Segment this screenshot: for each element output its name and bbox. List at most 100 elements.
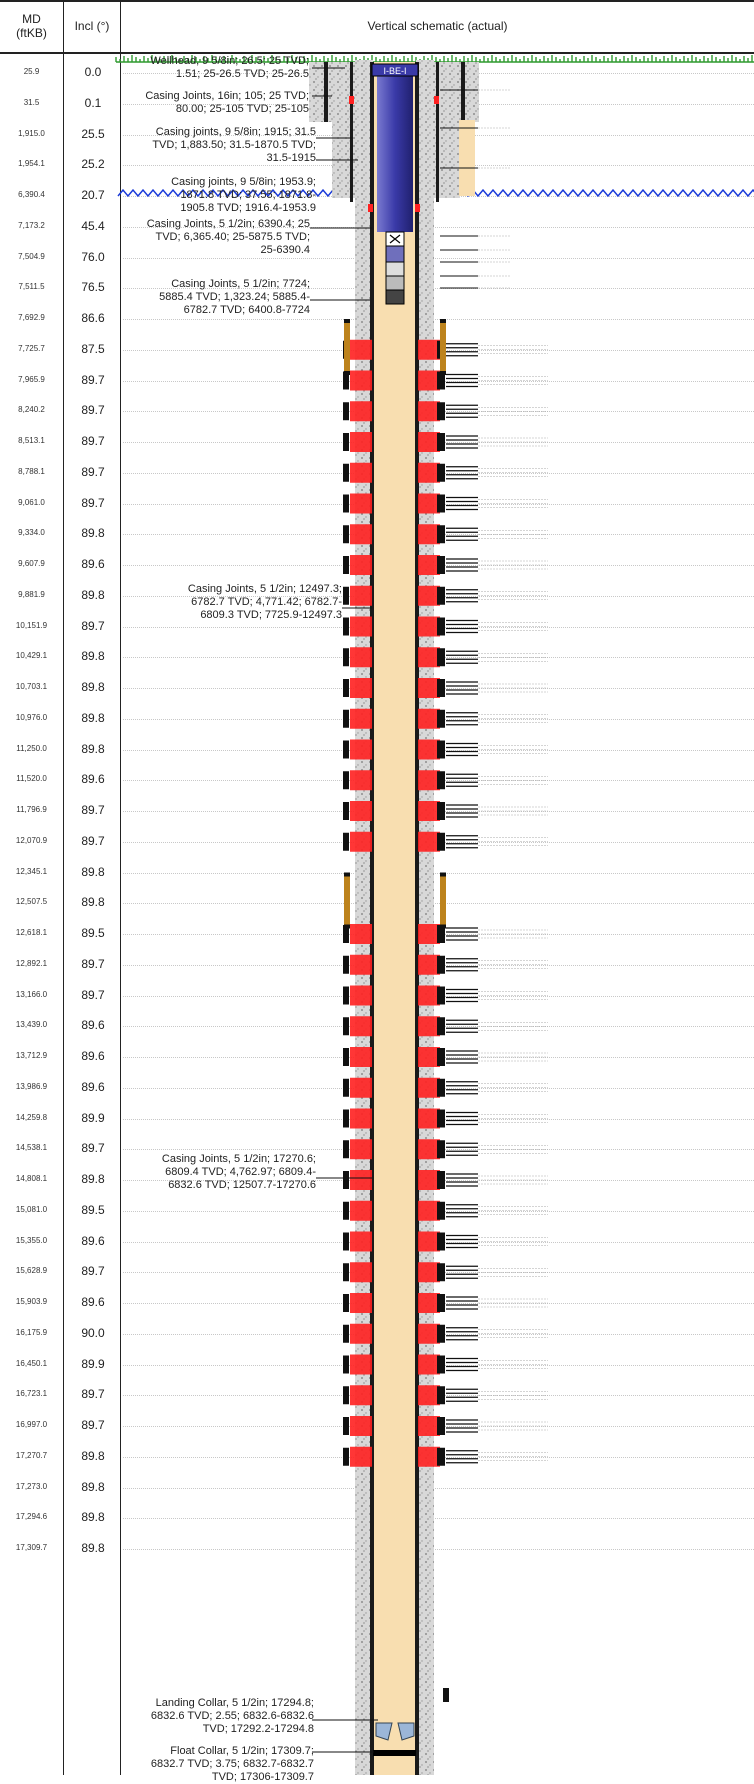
- incl-value: 89.8: [81, 895, 105, 910]
- md-value: 13,986.9: [15, 1081, 48, 1091]
- perforation-cluster: [343, 1231, 548, 1252]
- incl-value: 86.6: [81, 311, 105, 325]
- depth-gridline: [123, 1549, 754, 1550]
- md-value: 15,081.0: [15, 1204, 48, 1214]
- incl-value: 89.7: [81, 987, 105, 1002]
- md-value: 12,070.9: [15, 835, 48, 845]
- perforation-cluster: [343, 432, 548, 452]
- swell-packer-element: [344, 876, 350, 925]
- component-label-line: Float Collar, 5 1/2in; 17309.7;: [170, 1745, 314, 1757]
- depth-gridline: [123, 1487, 754, 1489]
- component-label-line: Casing joints, 9 5/8in; 1915; 31.5: [155, 126, 316, 138]
- incl-value: 89.8: [81, 526, 105, 541]
- md-value: 11,520.0: [16, 774, 47, 784]
- casing-shoe-mark: [415, 204, 420, 212]
- perforation-cluster: [343, 647, 548, 668]
- depth-gridline: [123, 903, 754, 905]
- incl-value: 89.8: [81, 649, 105, 664]
- md-value: 8,240.2: [18, 405, 45, 415]
- incl-value: 89.6: [81, 1233, 105, 1248]
- component-label-line: 1871.8 TVD; 37.55; 1871.8-: [180, 189, 316, 201]
- md-value: 9,881.9: [18, 589, 45, 599]
- intermediate-wall-right: [436, 62, 439, 202]
- component-label: Casing joints, 9 5/8in; 1915; 31.5 TVD; 1…: [152, 126, 316, 165]
- casing-shoe-mark: [368, 204, 373, 212]
- incl-value: 89.7: [81, 495, 105, 510]
- perforation-cluster: [343, 708, 548, 729]
- perforation-cluster: [343, 555, 548, 575]
- component-label-line: Landing Collar, 5 1/2in; 17294.8;: [155, 1697, 314, 1709]
- component-label-line: TVD; 17306-17309.7: [211, 1771, 314, 1783]
- perforation-group: [343, 339, 548, 1467]
- wellhead-tubing-hanger: [371, 63, 419, 77]
- component-label: Casing Joints, 16in; 105; 25 TVD; 80.00; …: [145, 90, 309, 116]
- perforation-cluster: [343, 524, 548, 545]
- md-value: 16,175.9: [15, 1327, 48, 1337]
- component-label-line: 6832.6 TVD; 2.55; 6832.6-6832.6: [150, 1710, 314, 1722]
- component-label-line: Wellhead, 9 5/8in; 26.5; 25 TVD;: [150, 55, 309, 67]
- incl-value: 89.6: [81, 1049, 105, 1063]
- incl-value: 89.5: [81, 1202, 105, 1217]
- perforation-cluster: [343, 1047, 548, 1067]
- component-label-line: 6832.6 TVD; 12507.7-17270.6: [168, 1179, 316, 1191]
- wellbore-fill: [373, 62, 416, 1775]
- incl-value: 25.5: [81, 126, 105, 141]
- component-label-line: 6782.7 TVD; 4,771.42; 6782.7-: [191, 596, 342, 608]
- md-value: 7,504.9: [18, 251, 45, 261]
- landing-collar-right: [397, 1722, 415, 1741]
- component-label: Casing Joints, 5 1/2in; 7724; 5885.4 TVD;…: [159, 278, 310, 317]
- perforation-cluster: [343, 585, 548, 606]
- md-value: 31.5: [23, 97, 40, 107]
- incl-value: 89.7: [81, 372, 105, 387]
- incl-column-header: Incl (°): [64, 0, 120, 54]
- incl-value: 89.9: [81, 1110, 105, 1125]
- swell-packer-element: [344, 323, 350, 371]
- incl-value: 89.7: [81, 464, 105, 479]
- depth-gridline: [123, 288, 754, 290]
- casing-shoe-mark: [349, 96, 354, 104]
- intermediate-wall-left: [350, 62, 353, 202]
- perforation-cluster: [343, 1446, 548, 1467]
- md-value: 17,294.6: [15, 1512, 48, 1522]
- perforation-cluster: [343, 462, 548, 483]
- incl-value: 0.0: [84, 65, 102, 79]
- component-label: Landing Collar, 5 1/2in; 17294.8; 6832.6 …: [151, 1697, 314, 1736]
- md-value: 11,250.0: [16, 743, 47, 753]
- md-value: 16,450.1: [15, 1358, 48, 1368]
- incl-value: 0.1: [84, 95, 102, 110]
- component-label-line: TVD; 1,883.50; 31.5-1870.5 TVD;: [152, 139, 316, 151]
- md-value: 7,173.2: [18, 220, 45, 230]
- perforation-cluster: [343, 985, 548, 1006]
- incl-value: 89.6: [81, 1295, 105, 1309]
- component-label: Casing Joints, 5 1/2in; 6390.4; 25 TVD; 6…: [147, 218, 310, 257]
- landing-collar-left: [375, 1722, 393, 1741]
- perforation-cluster: [343, 1385, 548, 1406]
- perforation-cluster: [343, 1293, 548, 1313]
- incl-value: 89.7: [81, 1141, 105, 1156]
- component-label-line: TVD; 6,365.40; 25-5875.5 TVD;: [155, 231, 311, 243]
- perforation-cluster: [343, 1077, 548, 1098]
- column-divider-incl: [120, 0, 121, 1775]
- component-label-line: Casing Joints, 5 1/2in; 7724;: [171, 278, 310, 290]
- casing-shoe-mark: [434, 96, 439, 104]
- md-value: 14,259.8: [15, 1112, 48, 1122]
- component-label: Casing Joints, 5 1/2in; 12497.3; 6782.7 T…: [188, 583, 342, 622]
- incl-value: 89.7: [81, 403, 105, 418]
- swell-packer-element: [440, 323, 446, 371]
- depth-gridline: [123, 257, 754, 259]
- open-hole-right: [459, 120, 475, 196]
- component-label-line: 80.00; 25-105 TVD; 25-105: [175, 103, 309, 115]
- md-value: 13,166.0: [15, 989, 48, 999]
- perforation-cluster: [343, 954, 548, 975]
- swell-packer-element: [440, 876, 446, 925]
- component-label-line: 31.5-1915: [266, 152, 316, 164]
- md-value: 15,355.0: [15, 1235, 48, 1245]
- perforation-cluster: [343, 831, 548, 852]
- component-label-line: Casing Joints, 16in; 105; 25 TVD;: [145, 90, 309, 102]
- production-cement-right: [416, 60, 434, 1775]
- incl-value: 89.6: [81, 1079, 105, 1094]
- perforation-cluster: [343, 1416, 548, 1436]
- incl-column-title: Incl (°): [74, 19, 110, 33]
